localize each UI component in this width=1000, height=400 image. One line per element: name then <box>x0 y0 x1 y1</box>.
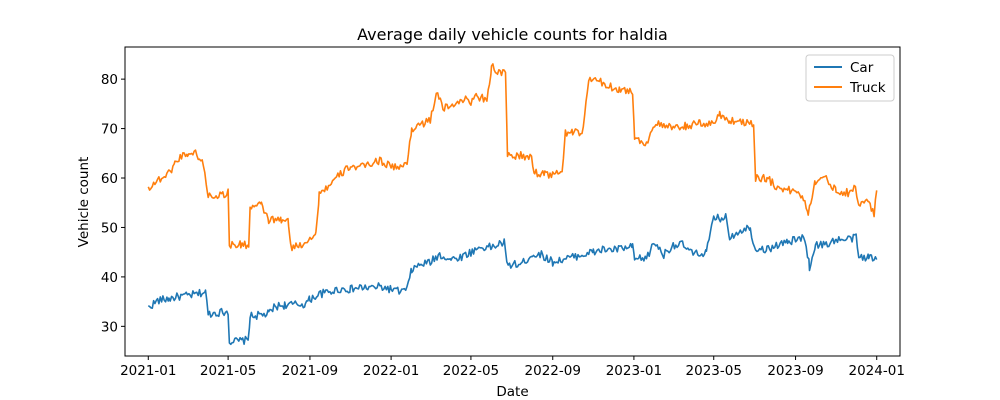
y-tick-label: 30 <box>101 319 118 335</box>
y-tick-label: 40 <box>101 270 118 286</box>
x-tick-label: 2023-09 <box>767 363 823 379</box>
series-line-car <box>147 213 878 346</box>
y-tick-label: 80 <box>101 72 118 88</box>
chart-title: Average daily vehicle counts for haldia <box>357 25 668 44</box>
y-tick-label: 50 <box>101 220 118 236</box>
legend: Car Truck <box>805 54 895 102</box>
x-tick-label: 2023-05 <box>686 363 742 379</box>
y-axis-label: Vehicle count <box>76 157 92 248</box>
x-tick-label: 2024-01 <box>849 363 905 379</box>
series-layer <box>147 63 878 346</box>
legend-truck-label: Truck <box>849 80 886 96</box>
y-tick-label: 60 <box>101 171 118 187</box>
x-tick-label: 2022-09 <box>525 363 581 379</box>
x-tick-label: 2022-01 <box>363 363 419 379</box>
legend-car-label: Car <box>850 60 874 76</box>
x-tick-label: 2023-01 <box>606 363 662 379</box>
x-tick-label: 2021-01 <box>120 363 176 379</box>
x-tick-label: 2021-09 <box>282 363 338 379</box>
series-line-truck <box>147 63 878 252</box>
axes-layer: 2021-01 2021-05 2021-09 2022-01 2022-05 2022-… <box>101 46 905 379</box>
x-tick-label: 2022-05 <box>443 363 499 379</box>
x-tick-label: 2021-05 <box>200 363 256 379</box>
x-axis-label: Date <box>496 384 528 400</box>
plot-frame <box>124 46 901 357</box>
y-tick-label: 70 <box>101 122 118 138</box>
